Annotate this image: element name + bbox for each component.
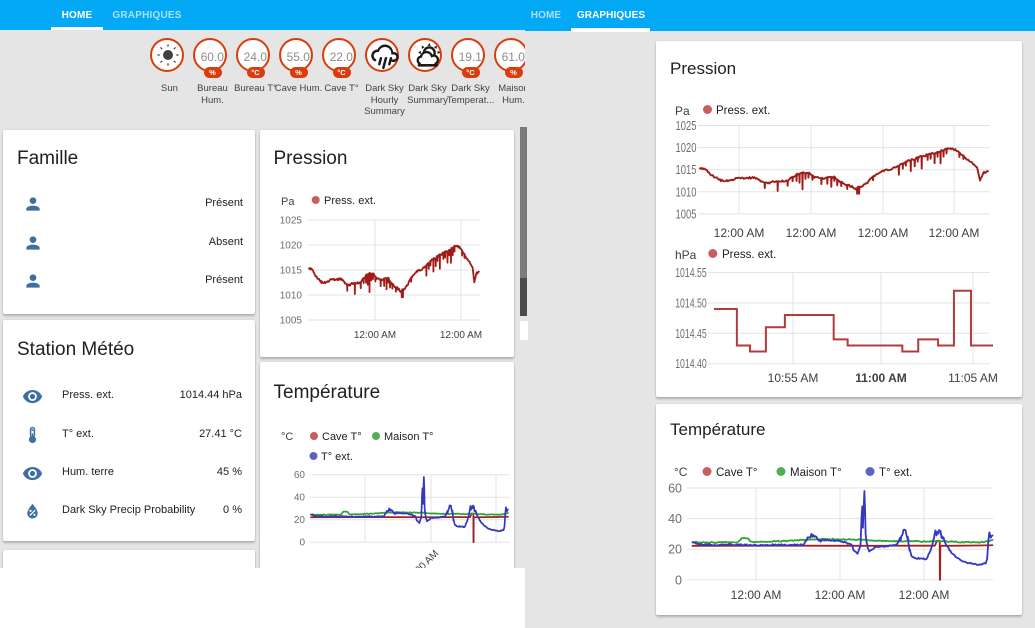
svg-text:12:00 AM: 12:00 AM bbox=[440, 330, 482, 341]
svg-text:°C: °C bbox=[281, 431, 293, 443]
svg-text:Pa: Pa bbox=[675, 104, 690, 118]
svg-text:0: 0 bbox=[675, 573, 682, 587]
svg-text:11:00 AM: 11:00 AM bbox=[855, 371, 907, 385]
svg-text:1015: 1015 bbox=[676, 163, 697, 177]
svg-text:12:00 AM: 12:00 AM bbox=[929, 226, 980, 240]
svg-text:1020: 1020 bbox=[676, 141, 697, 155]
svg-text:Press. ext.: Press. ext. bbox=[716, 105, 770, 117]
svg-text:12:00 AM: 12:00 AM bbox=[714, 226, 765, 240]
svg-text:12:00 AM: 12:00 AM bbox=[403, 548, 441, 568]
svg-text:1014.50: 1014.50 bbox=[675, 296, 707, 310]
svg-text:hPa: hPa bbox=[675, 248, 697, 262]
svg-text:1014.40: 1014.40 bbox=[675, 357, 707, 371]
svg-text:10:55 AM: 10:55 AM bbox=[768, 371, 819, 385]
svg-text:1014.45: 1014.45 bbox=[675, 327, 707, 341]
svg-text:Press. ext.: Press. ext. bbox=[722, 249, 776, 261]
svg-text:40: 40 bbox=[294, 493, 306, 504]
svg-text:1015: 1015 bbox=[280, 266, 303, 277]
svg-text:20: 20 bbox=[294, 515, 306, 526]
svg-text:°C: °C bbox=[674, 465, 688, 479]
svg-text:12:00 AM: 12:00 AM bbox=[786, 226, 837, 240]
svg-text:1025: 1025 bbox=[280, 216, 303, 227]
svg-text:1005: 1005 bbox=[676, 207, 697, 221]
svg-text:Cave T°: Cave T° bbox=[716, 467, 757, 479]
svg-text:1005: 1005 bbox=[280, 316, 303, 327]
svg-text:Maison T°: Maison T° bbox=[384, 431, 433, 443]
svg-text:12:00 AM: 12:00 AM bbox=[731, 588, 782, 602]
svg-text:12:00 AM: 12:00 AM bbox=[858, 226, 909, 240]
svg-text:Cave T°: Cave T° bbox=[322, 431, 362, 443]
svg-text:60: 60 bbox=[294, 470, 306, 481]
svg-text:40: 40 bbox=[668, 512, 682, 526]
svg-text:0: 0 bbox=[299, 538, 305, 549]
svg-text:60: 60 bbox=[668, 482, 682, 496]
svg-text:12:00 AM: 12:00 AM bbox=[354, 330, 396, 341]
svg-text:Press. ext.: Press. ext. bbox=[324, 195, 376, 207]
svg-text:Pa: Pa bbox=[281, 196, 295, 208]
svg-text:T° ext.: T° ext. bbox=[321, 451, 353, 463]
svg-text:Maison T°: Maison T° bbox=[790, 467, 842, 479]
svg-text:1020: 1020 bbox=[280, 241, 303, 252]
svg-text:12:00 AM: 12:00 AM bbox=[899, 588, 950, 602]
svg-text:1014.55: 1014.55 bbox=[675, 266, 707, 280]
svg-text:1010: 1010 bbox=[280, 291, 303, 302]
svg-text:12:00 AM: 12:00 AM bbox=[815, 588, 866, 602]
svg-text:11:05 AM: 11:05 AM bbox=[948, 371, 998, 385]
svg-text:20: 20 bbox=[668, 543, 682, 557]
svg-text:1010: 1010 bbox=[676, 185, 697, 199]
svg-text:1025: 1025 bbox=[676, 119, 697, 133]
svg-text:T° ext.: T° ext. bbox=[879, 467, 912, 479]
